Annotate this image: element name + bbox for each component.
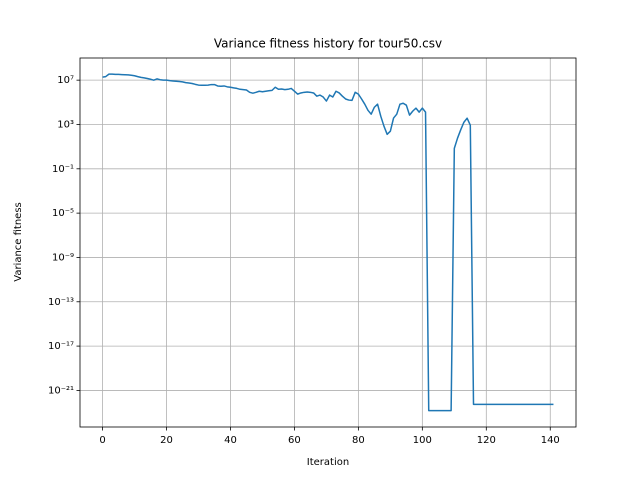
- x-tick-label: 100: [413, 435, 432, 446]
- chart-title: Variance fitness history for tour50.csv: [214, 37, 442, 51]
- y-tick-label: 10⁻⁵: [52, 208, 74, 219]
- x-axis-label: Iteration: [307, 457, 349, 468]
- x-tick-label: 20: [160, 435, 173, 446]
- y-tick-label: 10⁻⁹: [52, 252, 74, 263]
- y-tick-label: 10⁻¹³: [48, 297, 74, 308]
- y-tick-label: 10⁷: [57, 75, 74, 86]
- x-tick-label: 0: [99, 435, 105, 446]
- y-tick-label: 10⁻¹: [52, 164, 74, 175]
- x-tick-label: 80: [352, 435, 365, 446]
- y-axis-label: Variance fitness: [13, 202, 24, 282]
- x-tick-label: 120: [477, 435, 496, 446]
- y-tick-label: 10⁻¹⁷: [48, 341, 74, 352]
- plot-frame: [79, 57, 577, 428]
- y-tick-label: 10³: [57, 119, 74, 130]
- x-tick-label: 40: [224, 435, 237, 446]
- x-tick-label: 60: [288, 435, 301, 446]
- x-tick-label: 140: [541, 435, 560, 446]
- y-tick-label: 10⁻²¹: [48, 385, 74, 396]
- series-line: [102, 73, 554, 412]
